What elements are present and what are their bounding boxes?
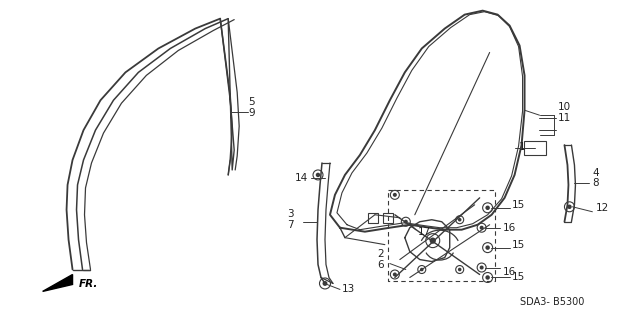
Bar — [383, 213, 393, 223]
Circle shape — [458, 218, 461, 221]
Circle shape — [479, 265, 484, 270]
Polygon shape — [43, 274, 72, 292]
Text: 15: 15 — [511, 240, 525, 250]
Text: SDA3- B5300: SDA3- B5300 — [520, 297, 584, 307]
Circle shape — [567, 204, 572, 209]
Circle shape — [429, 238, 436, 244]
Circle shape — [393, 193, 397, 197]
Text: 10
11: 10 11 — [557, 102, 571, 122]
Text: 15: 15 — [511, 272, 525, 283]
Text: 5
9: 5 9 — [248, 97, 255, 118]
Circle shape — [485, 275, 490, 280]
Text: 16: 16 — [502, 266, 516, 277]
Bar — [368, 213, 378, 223]
Circle shape — [458, 268, 461, 271]
Bar — [524, 141, 545, 155]
Circle shape — [485, 205, 490, 210]
Text: 12: 12 — [595, 203, 609, 213]
Text: 16: 16 — [502, 223, 516, 233]
Text: 15: 15 — [511, 200, 525, 210]
Circle shape — [485, 245, 490, 250]
Circle shape — [393, 272, 397, 277]
Circle shape — [404, 220, 408, 224]
Text: 4
8: 4 8 — [593, 167, 599, 188]
Text: 1: 1 — [518, 142, 525, 152]
Circle shape — [420, 268, 424, 271]
Text: 2
6: 2 6 — [377, 249, 383, 270]
Text: FR.: FR. — [79, 279, 98, 289]
Circle shape — [316, 173, 320, 177]
Text: 17: 17 — [418, 227, 431, 237]
Circle shape — [479, 226, 484, 230]
Text: 13: 13 — [342, 285, 355, 294]
Text: 14: 14 — [295, 173, 308, 183]
Text: 3
7: 3 7 — [287, 209, 294, 230]
Circle shape — [323, 281, 328, 286]
